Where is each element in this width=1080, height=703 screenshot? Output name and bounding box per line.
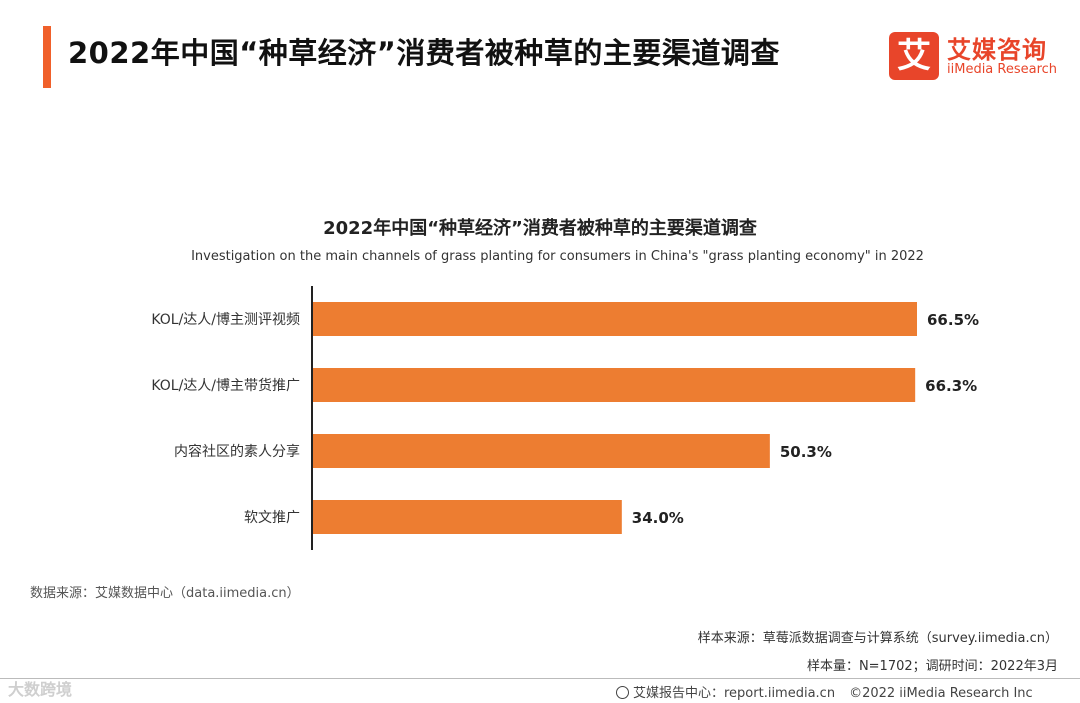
category-label: 内容社区的素人分享 — [174, 443, 300, 460]
bar — [313, 302, 917, 336]
data-label: 34.0% — [632, 509, 684, 527]
footer-divider — [0, 678, 1080, 679]
copyright: ©2022 iiMedia Research Inc — [849, 686, 1033, 701]
data-source: 数据来源：艾媒数据中心（data.iimedia.cn） — [30, 586, 300, 601]
globe-icon — [616, 686, 629, 699]
logo-mark: 艾 — [889, 32, 939, 80]
logo-en-text: iiMedia Research — [947, 62, 1058, 77]
chart-title: 2022年中国“种草经济”消费者被种草的主要渠道调查 — [323, 218, 757, 239]
bar-chart: KOL/达人/博主测评视频 66.5% KOL/达人/博主带货推广 66.3% 内容社区… — [151, 286, 979, 550]
bar — [313, 500, 622, 534]
report-center-link[interactable]: 艾媒报告中心：report.iimedia.cn — [633, 686, 836, 701]
data-label: 50.3% — [780, 443, 832, 461]
data-label: 66.5% — [927, 311, 979, 329]
sample-info: 样本量：N=1702；调研时间：2022年3月 — [806, 659, 1058, 674]
category-label: KOL/达人/博主带货推广 — [151, 377, 300, 394]
iimedia-logo: 艾 艾媒咨询 iiMedia Research — [889, 32, 1064, 82]
chart-subtitle: Investigation on the main channels of gr… — [191, 249, 924, 264]
bar — [313, 434, 770, 468]
category-label: 软文推广 — [244, 510, 300, 526]
title-accent-bar — [43, 26, 51, 88]
sample-source: 样本来源：草莓派数据调查与计算系统（survey.iimedia.cn） — [697, 631, 1058, 646]
category-label: KOL/达人/博主测评视频 — [151, 311, 300, 328]
data-label: 66.3% — [925, 377, 977, 395]
watermark: 大数跨境 — [8, 680, 73, 699]
bar — [313, 368, 916, 402]
footer-credits: 艾媒报告中心：report.iimedia.cn ©2022 iiMedia Re… — [616, 682, 1033, 701]
logo-cn-text: 艾媒咨询 — [947, 36, 1047, 64]
page-title: 2022年中国“种草经济”消费者被种草的主要渠道调查 — [68, 36, 780, 70]
